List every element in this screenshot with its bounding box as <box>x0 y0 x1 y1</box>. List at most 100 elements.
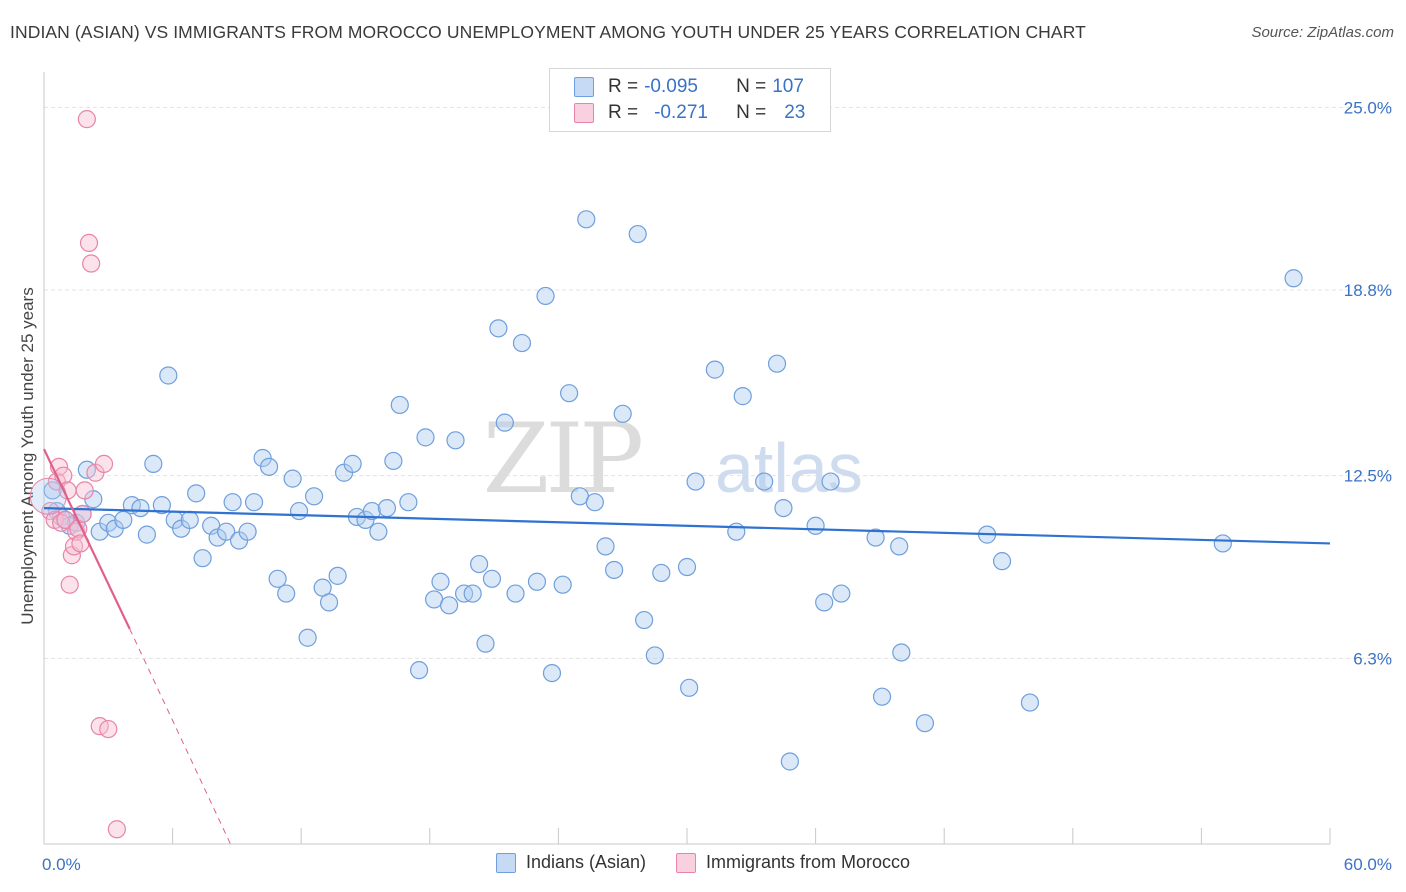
data-point-indians <box>628 224 647 244</box>
data-point-morocco <box>77 110 96 129</box>
data-point-indians <box>536 286 555 306</box>
data-point-indians <box>328 566 347 585</box>
chart-title: INDIAN (ASIAN) VS IMMIGRANTS FROM MOROCC… <box>10 22 1086 42</box>
axes <box>43 72 1331 845</box>
data-point-indians <box>369 522 388 541</box>
data-point-indians <box>577 210 596 229</box>
data-point-indians <box>399 493 418 512</box>
legend-r-value: -0.095 <box>644 76 698 97</box>
data-point-indians <box>560 384 579 403</box>
data-point-indians <box>1213 534 1232 553</box>
data-point-indians <box>890 537 909 556</box>
legend-r-value: -0.271 <box>654 102 708 123</box>
legend-row-indians: R = -0.095 N = 107 <box>574 75 804 99</box>
data-point-indians <box>512 333 532 353</box>
data-point-indians <box>319 593 339 612</box>
legend-n-value: 23 <box>784 102 806 123</box>
data-point-indians <box>821 472 840 491</box>
data-point-indians <box>152 496 171 515</box>
legend-r-label: R = <box>608 102 639 123</box>
data-point-indians <box>652 563 671 583</box>
y-tick-label: 12.5% <box>1344 467 1392 486</box>
series-legend: Indians (Asian) Immigrants from Morocco <box>0 852 1406 873</box>
data-point-indians <box>767 354 787 373</box>
data-point-indians <box>244 493 264 512</box>
data-point-morocco <box>56 510 75 529</box>
data-point-indians <box>409 661 429 680</box>
data-point-indians <box>159 366 178 385</box>
data-point-indians <box>677 557 697 577</box>
x-tick-label-max: 60.0% <box>1344 855 1392 874</box>
data-point-indians <box>815 593 834 612</box>
data-point-indians <box>43 481 62 500</box>
data-point-indians <box>733 387 752 406</box>
legend-label-indians: Indians (Asian) <box>525 852 646 872</box>
legend-item-indians[interactable]: Indians (Asian) <box>495 852 646 873</box>
trendline-morocco <box>43 448 131 630</box>
data-point-indians <box>180 510 199 529</box>
y-tick-label: 6.3% <box>1353 649 1392 668</box>
data-point-indians <box>992 552 1012 571</box>
data-point-indians <box>343 454 362 473</box>
legend-swatch-pink <box>574 103 594 123</box>
data-point-indians <box>527 572 547 591</box>
data-point-indians <box>416 428 435 447</box>
legend-item-morocco[interactable]: Immigrants from Morocco <box>676 852 910 873</box>
source-label: Source: ZipAtlas.com <box>1251 24 1394 41</box>
legend-swatch-blue <box>574 77 594 97</box>
series-indians-points <box>43 210 1303 771</box>
legend-n-value: 107 <box>772 76 804 97</box>
data-point-indians <box>298 628 317 647</box>
data-point-indians <box>384 451 403 471</box>
data-point-indians <box>645 646 664 665</box>
gridlines <box>44 106 1392 659</box>
data-point-indians <box>1020 693 1040 712</box>
data-point-indians <box>277 584 296 603</box>
data-point-indians <box>705 360 724 379</box>
data-point-indians <box>727 522 746 541</box>
data-point-indians <box>553 575 572 594</box>
data-point-indians <box>686 472 705 491</box>
watermark-atlas: atlas <box>715 429 863 507</box>
data-point-indians <box>377 498 397 518</box>
data-point-morocco <box>82 254 101 273</box>
trendline-indians <box>43 506 1331 545</box>
data-point-indians <box>596 537 615 556</box>
data-point-indians <box>362 501 382 521</box>
data-point-indians <box>476 634 495 653</box>
data-point-indians <box>872 687 892 706</box>
data-point-indians <box>613 404 632 423</box>
data-point-indians <box>217 522 236 541</box>
data-point-indians <box>431 572 450 591</box>
data-point-indians <box>780 752 799 771</box>
legend-n-label: N = <box>736 76 767 97</box>
data-point-indians <box>390 395 409 415</box>
data-point-indians <box>114 510 133 529</box>
y-tick-label: 25.0% <box>1344 98 1392 117</box>
data-point-indians <box>635 610 654 630</box>
data-point-morocco <box>107 820 126 839</box>
data-point-morocco <box>94 454 114 473</box>
data-point-indians <box>131 498 150 518</box>
data-point-indians <box>283 469 302 488</box>
data-point-indians <box>832 584 851 603</box>
data-point-indians <box>605 560 624 580</box>
legend-r-label: R = <box>608 76 639 97</box>
data-point-indians <box>238 522 257 541</box>
legend-swatch-pink <box>676 852 696 873</box>
data-point-indians <box>439 596 459 615</box>
data-point-indians <box>482 569 502 588</box>
data-point-indians <box>144 454 163 473</box>
stats-legend: R = -0.095 N = 107 R = -0.271 N = 23 <box>549 68 831 132</box>
data-point-indians <box>137 525 156 544</box>
data-point-indians <box>506 584 525 603</box>
data-point-indians <box>469 554 489 574</box>
data-point-morocco <box>79 233 99 253</box>
series-morocco-points <box>29 110 126 839</box>
data-point-indians <box>187 484 206 503</box>
data-point-indians <box>680 678 699 697</box>
legend-row-morocco: R = -0.271 N = 23 <box>574 101 805 125</box>
data-point-indians <box>495 413 514 432</box>
data-point-indians <box>259 457 279 476</box>
